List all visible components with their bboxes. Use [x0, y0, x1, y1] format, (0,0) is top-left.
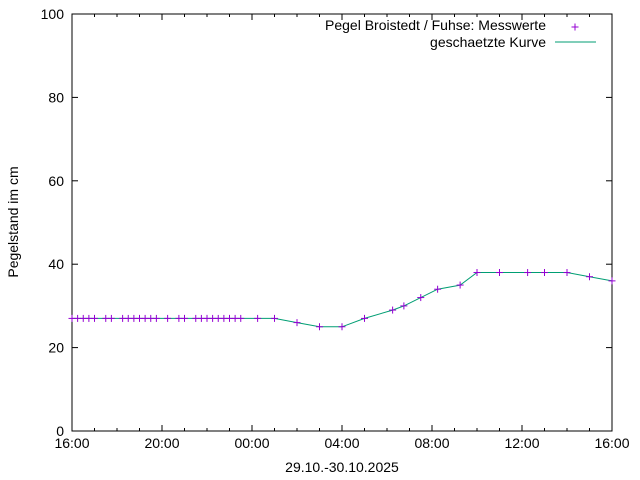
- data-point: [254, 314, 262, 322]
- plot-frame: [71, 13, 613, 432]
- data-point: [316, 323, 323, 331]
- y-tick-label: 40: [48, 256, 64, 272]
- data-point: [496, 269, 503, 277]
- y-tick-label: 100: [41, 6, 65, 22]
- x-tick-label: 12:00: [504, 435, 539, 451]
- data-point: [293, 319, 301, 327]
- data-point: [164, 314, 172, 322]
- x-axis-label: 29.10.-30.10.2025: [285, 459, 399, 475]
- data-point: [338, 323, 346, 331]
- data-point: [389, 306, 397, 314]
- legend-plus-marker: [571, 23, 579, 31]
- legend: Pegel Broistedt / Fuhse: Messwerte gesch…: [325, 17, 596, 50]
- data-point: [541, 269, 548, 277]
- data-point: [586, 273, 593, 281]
- data-point: [237, 314, 245, 322]
- data-point: [434, 285, 442, 293]
- data-point: [91, 314, 98, 322]
- x-tick-label: 20:00: [144, 435, 179, 451]
- y-axis: 0 20 40 60 80 100: [41, 6, 612, 439]
- data-point: [563, 269, 571, 277]
- y-tick-label: 60: [48, 173, 64, 189]
- legend-label-measurements: Pegel Broistedt / Fuhse: Messwerte: [325, 17, 546, 33]
- data-point: [456, 281, 464, 289]
- x-tick-label: 16:00: [54, 435, 89, 451]
- y-tick-label: 80: [48, 89, 64, 105]
- data-point: [473, 269, 481, 277]
- x-tick-label: 08:00: [414, 435, 449, 451]
- legend-label-estimated: geschaetzte Kurve: [430, 34, 546, 50]
- legend-marker-measurements: [571, 23, 579, 31]
- data-point: [608, 277, 616, 285]
- x-tick-label: 04:00: [324, 435, 359, 451]
- y-axis-label: Pegelstand im cm: [5, 166, 21, 277]
- data-point: [181, 314, 188, 322]
- series-measurements: [68, 269, 616, 331]
- y-tick-label: 0: [56, 423, 64, 439]
- data-point: [107, 314, 115, 322]
- data-point: [271, 314, 278, 322]
- data-point: [152, 314, 160, 322]
- data-point: [524, 269, 532, 277]
- x-tick-label: 16:00: [594, 435, 629, 451]
- data-point: [361, 314, 368, 322]
- x-tick-label: 00:00: [234, 435, 269, 451]
- data-point: [417, 294, 425, 302]
- data-point: [400, 302, 408, 310]
- x-axis: 16:00 20:00 00:00 04:00 08:00 12:00 16:00: [54, 14, 630, 451]
- y-tick-label: 20: [48, 340, 64, 356]
